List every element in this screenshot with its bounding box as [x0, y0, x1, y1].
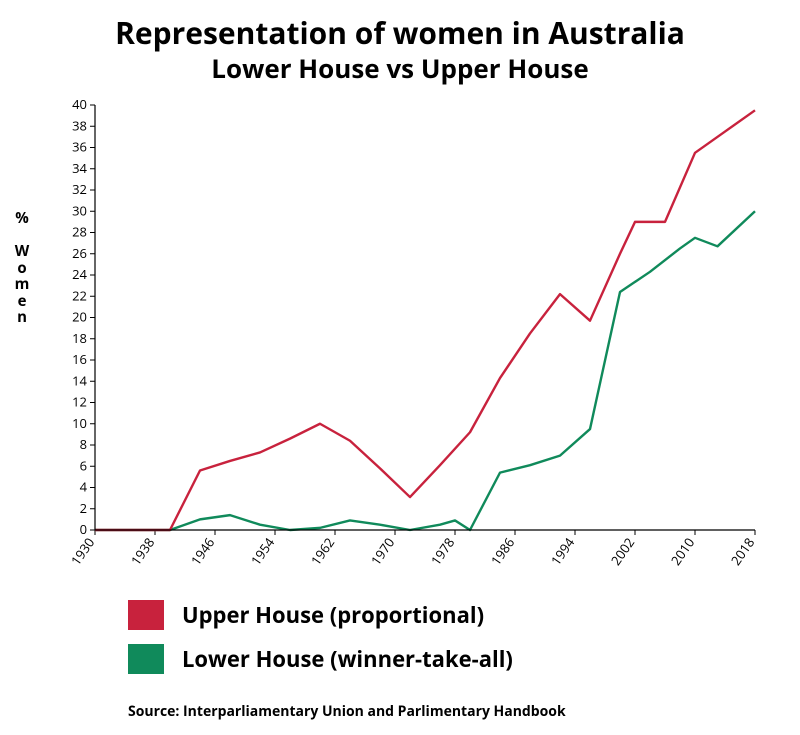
svg-text:40: 40 [72, 99, 87, 113]
svg-text:22: 22 [72, 286, 87, 304]
svg-text:16: 16 [72, 350, 87, 368]
svg-text:20: 20 [72, 308, 87, 326]
svg-text:28: 28 [72, 223, 87, 241]
svg-text:1978: 1978 [426, 534, 458, 569]
svg-text:1938: 1938 [126, 534, 158, 569]
svg-text:1962: 1962 [306, 534, 338, 569]
svg-text:2018: 2018 [726, 534, 758, 569]
legend-swatch-lower [128, 644, 164, 674]
svg-text:12: 12 [72, 393, 87, 411]
svg-text:26: 26 [72, 244, 87, 262]
svg-text:6: 6 [80, 456, 87, 474]
svg-text:2010: 2010 [666, 534, 698, 569]
svg-text:1986: 1986 [486, 534, 518, 569]
svg-text:32: 32 [72, 180, 87, 198]
svg-text:1946: 1946 [186, 534, 218, 569]
svg-text:18: 18 [72, 329, 87, 347]
legend-item-upper: Upper House (proportional) [128, 600, 513, 630]
svg-text:2: 2 [80, 499, 87, 517]
svg-text:38: 38 [72, 116, 87, 134]
svg-text:30: 30 [72, 201, 87, 219]
svg-text:4: 4 [80, 478, 88, 496]
chart-title-main: Representation of women in Australia [0, 12, 800, 53]
legend-swatch-upper [128, 600, 164, 630]
line-chart-plot: 0246810121416182022242628303234363840193… [57, 99, 761, 584]
svg-text:1930: 1930 [66, 534, 98, 569]
legend-item-lower: Lower House (winner-take-all) [128, 644, 513, 674]
chart-container: Representation of women in Australia Low… [0, 0, 800, 735]
svg-text:1994: 1994 [546, 534, 578, 569]
svg-text:1970: 1970 [366, 534, 398, 569]
svg-text:1954: 1954 [246, 534, 278, 569]
legend-label-lower: Lower House (winner-take-all) [182, 644, 513, 674]
legend-label-upper: Upper House (proportional) [182, 600, 484, 630]
chart-source: Source: Interparliamentary Union and Par… [128, 702, 566, 721]
y-axis-title: % Women [12, 210, 32, 326]
chart-title-sub: Lower House vs Upper House [0, 50, 800, 86]
svg-text:36: 36 [72, 138, 87, 156]
svg-text:2002: 2002 [606, 534, 638, 569]
svg-text:24: 24 [72, 265, 87, 283]
svg-text:10: 10 [72, 414, 87, 432]
svg-text:8: 8 [80, 435, 87, 453]
svg-text:34: 34 [72, 159, 87, 177]
svg-text:14: 14 [72, 371, 87, 389]
chart-legend: Upper House (proportional) Lower House (… [128, 600, 513, 688]
